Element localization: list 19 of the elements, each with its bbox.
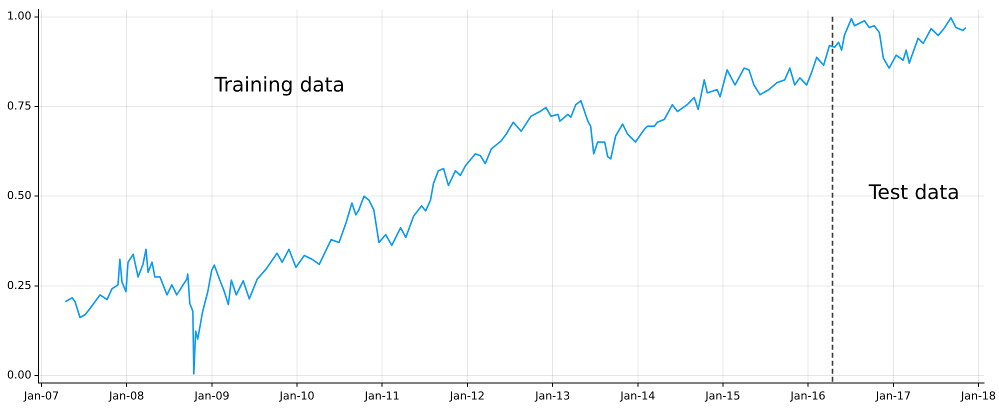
y-tick-label: 1.00 <box>6 10 32 23</box>
x-tick-label: Jan-18 <box>960 389 996 402</box>
x-tick-label: Jan-17 <box>874 389 911 402</box>
annotation: Test data <box>868 180 960 204</box>
x-tick-label: Jan-14 <box>619 389 656 402</box>
y-tick-label: 0.50 <box>6 189 32 202</box>
x-tick-label: Jan-13 <box>534 389 570 402</box>
x-tick-label: Jan-07 <box>23 389 59 402</box>
y-tick-label: 0.75 <box>6 99 32 112</box>
annotation: Training data <box>213 72 345 97</box>
x-tick-label: Jan-11 <box>364 389 400 402</box>
x-tick-label: Jan-09 <box>194 389 230 402</box>
y-tick-label: 0.25 <box>6 278 32 292</box>
y-tick-label: 0.00 <box>6 368 32 382</box>
x-tick-label: Jan-10 <box>278 389 315 402</box>
x-tick-label: Jan-12 <box>448 389 485 402</box>
x-tick-label: Jan-15 <box>704 389 740 402</box>
x-tick-label: Jan-08 <box>108 389 144 402</box>
x-tick-label: Jan-16 <box>790 389 826 402</box>
